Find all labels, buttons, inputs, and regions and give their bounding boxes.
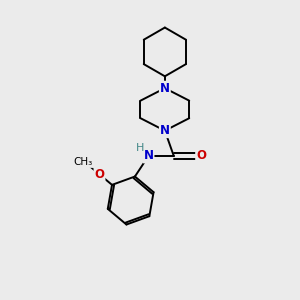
Text: N: N: [160, 82, 170, 95]
Text: N: N: [160, 124, 170, 137]
Text: CH₃: CH₃: [74, 158, 93, 167]
Text: O: O: [196, 149, 206, 162]
Text: N: N: [143, 149, 154, 162]
Text: H: H: [136, 142, 144, 153]
Text: O: O: [94, 168, 104, 181]
